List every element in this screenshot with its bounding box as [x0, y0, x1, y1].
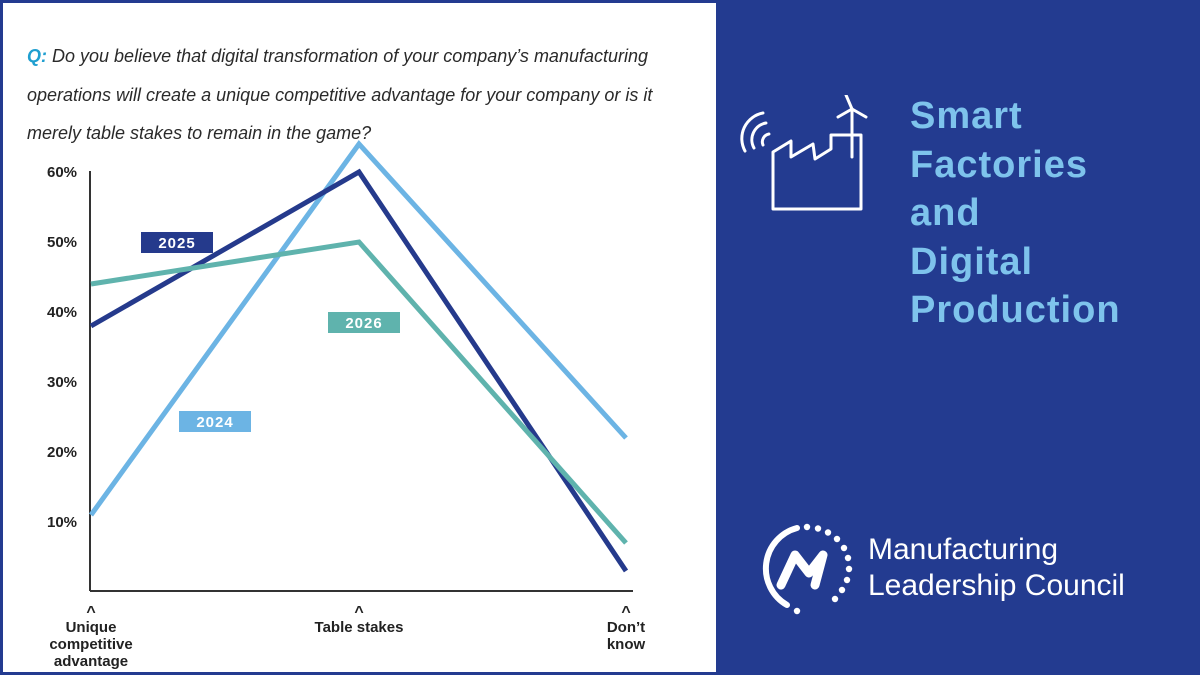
series-line-2025 — [89, 168, 629, 573]
x-category-label: Don’t know — [607, 619, 646, 653]
x-category-label: Table stakes — [315, 619, 404, 636]
event-title: Smart Factories and Digital Production — [910, 92, 1190, 335]
category-label-line: Don’t — [607, 619, 645, 636]
category-label-line: competitive — [49, 636, 132, 653]
category-label-line: Unique — [66, 619, 117, 636]
title-line: Digital — [910, 240, 1034, 283]
category-label-line: advantage — [54, 653, 128, 670]
org-line: Leadership Council — [868, 569, 1125, 602]
legend-label-2024: 2024 — [196, 414, 233, 431]
title-line: Production — [910, 289, 1121, 331]
org-line: Manufacturing — [868, 533, 1059, 566]
y-tick-label: 40% — [47, 304, 77, 321]
title-line: Smart — [910, 95, 1023, 137]
title-line: and — [910, 192, 981, 234]
line-chart: 10%20%30%40%50%60% ^Unique competitive adv… — [47, 140, 646, 670]
chart-panel: Q: Do you believe that digital transform… — [3, 3, 716, 672]
survey-question: Q: Do you believe that digital transform… — [27, 37, 707, 153]
category-label-line: Table stakes — [315, 619, 404, 636]
legend-tag-2025 — [141, 232, 213, 253]
y-tick-label: 30% — [47, 374, 77, 391]
y-tick-label: 10% — [47, 514, 77, 531]
category-label-line: know — [607, 636, 646, 653]
mlc-logo-icon — [762, 523, 853, 615]
series-line-2026 — [90, 239, 628, 545]
x-category-label: Unique competitive advantage — [49, 619, 132, 670]
title-line: Factories — [910, 143, 1088, 186]
legend-tag-2026 — [328, 312, 400, 333]
series-line-2024 — [88, 140, 628, 517]
organization-name: Manufacturing Leadership Council — [868, 532, 1188, 604]
question-prefix: Q: — [27, 46, 47, 66]
y-tick-label: 60% — [47, 164, 77, 181]
category-caret: ^ — [86, 604, 95, 621]
category-caret: ^ — [354, 604, 363, 621]
legend-label-2025: 2025 — [158, 235, 195, 252]
legend-label-2026: 2026 — [345, 315, 382, 332]
legend-tag-2024 — [179, 411, 251, 432]
factory-wind-turbine-icon — [740, 95, 868, 211]
y-tick-label: 20% — [47, 444, 77, 461]
y-tick-label: 50% — [47, 234, 77, 251]
question-text: Do you believe that digital transformati… — [27, 46, 653, 143]
chart-axes — [89, 171, 633, 592]
category-caret: ^ — [621, 604, 630, 621]
